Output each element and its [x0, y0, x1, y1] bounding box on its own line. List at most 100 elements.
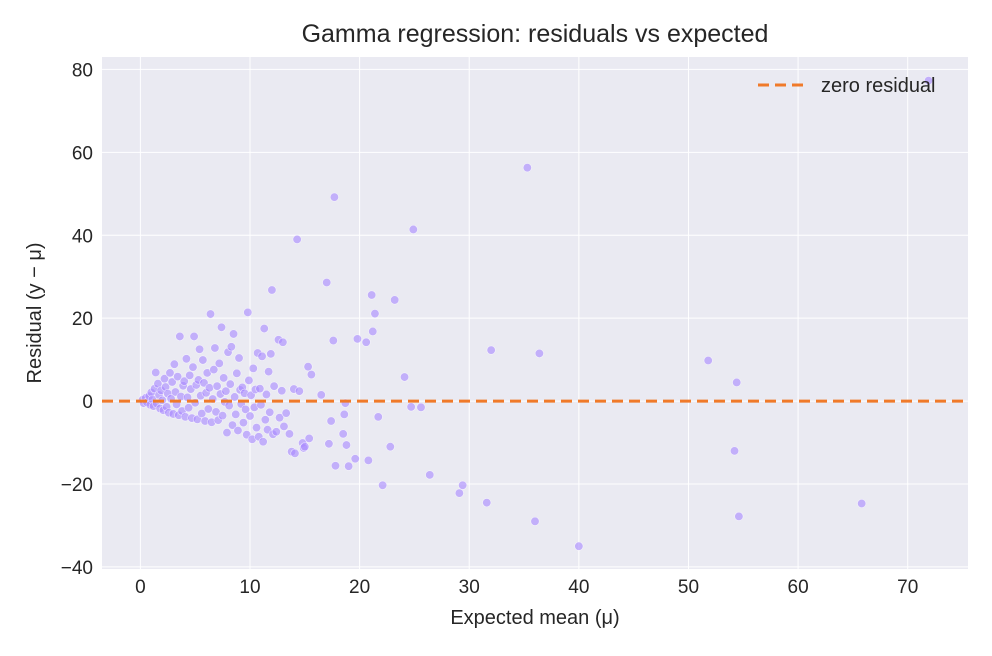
data-point	[222, 428, 232, 438]
data-point	[271, 427, 281, 437]
data-point	[732, 377, 742, 387]
data-point	[179, 376, 189, 386]
data-point	[264, 367, 274, 377]
data-point	[241, 404, 251, 414]
data-point	[212, 381, 222, 391]
data-point	[300, 442, 310, 452]
data-point	[214, 358, 224, 368]
chart-title: Gamma regression: residuals vs expected	[302, 20, 769, 48]
y-axis-label: Residual (y − μ)	[24, 242, 46, 383]
data-point	[260, 415, 270, 425]
data-point	[306, 370, 316, 380]
x-tick-label: 0	[135, 577, 146, 598]
data-point	[316, 390, 326, 400]
data-point	[278, 337, 288, 347]
data-point	[197, 409, 207, 419]
data-point	[245, 411, 255, 421]
data-point	[482, 498, 492, 508]
data-point	[206, 309, 216, 319]
data-point	[352, 334, 362, 344]
data-point	[330, 461, 340, 471]
y-tick-label: −40	[61, 558, 93, 579]
x-tick-label: 40	[568, 577, 589, 598]
data-point	[350, 454, 360, 464]
x-tick-label: 20	[349, 577, 370, 598]
data-point	[530, 516, 540, 526]
data-point	[255, 384, 265, 394]
data-point	[303, 362, 313, 372]
data-point	[534, 348, 544, 358]
data-point	[730, 446, 740, 456]
data-point	[233, 426, 243, 436]
data-point	[734, 511, 744, 521]
data-point	[227, 420, 237, 430]
y-tick-label: −20	[61, 475, 93, 496]
data-point	[341, 440, 351, 450]
data-point	[165, 368, 175, 378]
data-point	[230, 392, 240, 402]
data-point	[373, 412, 383, 422]
data-point	[522, 163, 532, 173]
data-point	[329, 192, 339, 202]
data-point	[275, 413, 285, 423]
data-point	[238, 418, 248, 428]
x-tick-labels: 0 10 20 30 40 50 60 70	[135, 577, 918, 598]
data-point	[378, 480, 388, 490]
data-point	[184, 403, 194, 413]
y-tick-label: 0	[82, 392, 93, 413]
data-point	[924, 76, 934, 86]
data-point	[344, 461, 354, 471]
data-point	[857, 498, 867, 508]
data-point	[175, 331, 185, 341]
data-point	[203, 404, 213, 414]
data-point	[322, 278, 332, 288]
data-point	[167, 377, 177, 387]
data-point	[339, 409, 349, 419]
data-point	[326, 416, 336, 426]
data-point	[243, 307, 253, 317]
plot-area	[102, 57, 968, 569]
data-point	[367, 290, 377, 300]
data-point	[458, 480, 468, 490]
data-point	[281, 408, 291, 418]
data-point	[261, 389, 271, 399]
x-tick-label: 30	[459, 577, 480, 598]
data-point	[195, 344, 205, 354]
data-point	[181, 354, 191, 364]
data-point	[221, 386, 231, 396]
x-tick-label: 50	[678, 577, 699, 598]
data-point	[216, 322, 226, 332]
data-point	[269, 381, 279, 391]
data-point	[363, 455, 373, 465]
data-point	[304, 433, 314, 443]
data-point	[338, 429, 348, 439]
data-point	[425, 470, 435, 480]
data-point	[232, 368, 242, 378]
data-point	[225, 379, 235, 389]
y-tick-label: 60	[72, 143, 93, 164]
data-point	[416, 402, 426, 412]
data-point	[574, 541, 584, 551]
data-point	[257, 351, 267, 361]
data-point	[370, 309, 380, 319]
data-point	[408, 224, 418, 234]
data-point	[169, 359, 179, 369]
x-tick-label: 10	[239, 577, 260, 598]
data-point	[400, 372, 410, 382]
x-axis-label: Expected mean (μ)	[450, 607, 619, 629]
data-point	[385, 442, 395, 452]
data-point	[390, 295, 400, 305]
data-point	[267, 285, 277, 295]
data-point	[703, 355, 713, 365]
data-point	[229, 329, 239, 339]
data-point	[189, 331, 199, 341]
data-point	[209, 365, 219, 375]
data-point	[248, 363, 258, 373]
data-point	[486, 345, 496, 355]
y-tick-label: 40	[72, 226, 93, 247]
data-point	[244, 375, 254, 385]
data-point	[284, 429, 294, 439]
data-point	[234, 353, 244, 363]
